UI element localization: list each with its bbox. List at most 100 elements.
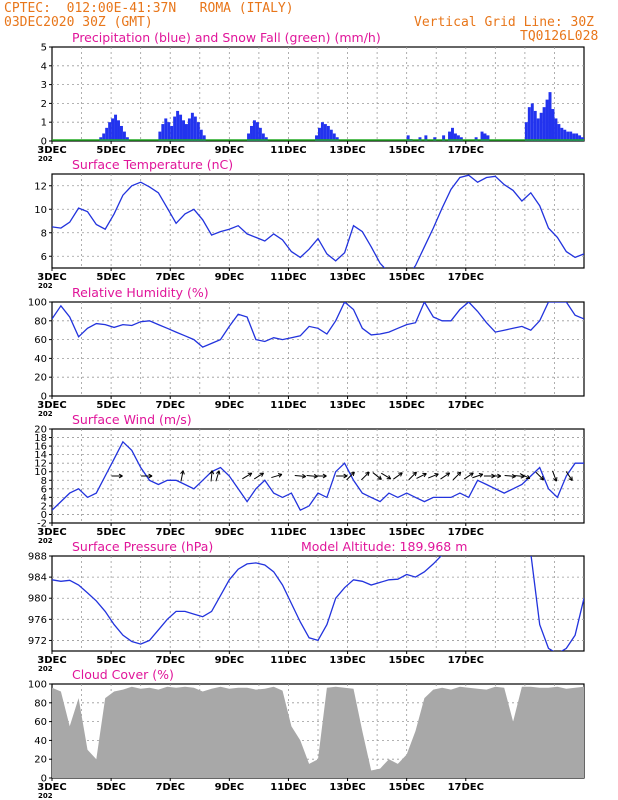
x-tick-label: 5DEC <box>96 527 125 538</box>
x-tick-label: 5DEC <box>96 400 125 411</box>
precip-bar <box>578 135 582 141</box>
x-tick-label: 3DEC <box>37 272 66 283</box>
x-tick-label: 15DEC <box>388 145 424 156</box>
x-tick-label: 5DEC <box>96 782 125 793</box>
x-tick-label: 3DEC <box>37 400 66 411</box>
y-tick-label: 12 <box>34 459 47 470</box>
header-date: 03DEC2020 30Z (GMT) <box>4 15 153 30</box>
precip-bar <box>554 118 558 141</box>
header-grid-note: Vertical Grid Line: 30Z <box>414 15 595 30</box>
wind-arrow <box>315 473 327 479</box>
wind-arrow <box>393 472 403 480</box>
y-tick-label: 6 <box>41 484 47 495</box>
y-tick-label: 60 <box>34 335 47 346</box>
precip-bar <box>196 122 200 141</box>
x-tick-label: 7DEC <box>156 782 185 793</box>
precip-bar <box>560 127 564 141</box>
precip-bar <box>202 135 206 141</box>
precip-bar <box>170 125 174 141</box>
precip-bar <box>318 127 321 141</box>
wind-arrow <box>463 472 474 480</box>
precip-bar <box>315 135 318 141</box>
y-tick-label: 988 <box>28 552 47 563</box>
precip-bar <box>451 127 454 141</box>
y-tick-label: 4 <box>41 493 47 504</box>
precip-bar <box>193 116 197 141</box>
panel-5: 972 976 980 984 988 3DEC 5DEC 7DEC 9DEC 11DEC 13DE… <box>28 539 585 673</box>
y-tick-label: 0 <box>41 392 47 403</box>
y-tick-label: 40 <box>34 736 47 747</box>
x-tick-label: 15DEC <box>388 782 424 793</box>
wind-arrow <box>209 470 215 482</box>
precip-bar <box>164 118 168 141</box>
x-tick-label: 9DEC <box>215 400 244 411</box>
precip-bar <box>105 127 109 141</box>
precip-bar <box>176 110 180 141</box>
precip-bar <box>122 131 126 141</box>
y-tick-label: 80 <box>34 698 47 709</box>
series-line <box>52 440 584 512</box>
precip-bar <box>114 114 118 141</box>
wind-arrow <box>489 473 502 479</box>
precip-bar <box>161 124 165 141</box>
panel-title: Precipitation (blue) and Snow Fall (gree… <box>72 30 381 45</box>
y-tick-label: 976 <box>28 615 47 626</box>
panel-2: 6 8 10 12 3DEC 5DEC 7DEC 9DEC 11DEC 13DEC 15DEC 17D… <box>34 157 585 290</box>
wind-arrow <box>427 472 439 479</box>
y-tick-label: 10 <box>34 205 47 216</box>
y-tick-label: 20 <box>34 425 47 436</box>
x-tick-label: 7DEC <box>156 272 185 283</box>
x-tick-label: 11DEC <box>270 400 306 411</box>
precip-bar <box>261 133 265 141</box>
y-tick-label: 8 <box>41 228 47 239</box>
x-tick-label: 11DEC <box>270 145 306 156</box>
series-line <box>52 302 584 348</box>
x-tick-label: 5DEC <box>96 272 125 283</box>
y-tick-label: 6 <box>41 252 47 263</box>
panel-title: Surface Temperature (nC) <box>72 157 233 172</box>
y-tick-label: 2 <box>41 99 47 110</box>
y-tick-label: 16 <box>34 442 47 453</box>
series-line <box>52 556 584 651</box>
x-tick-label: 13DEC <box>329 782 365 793</box>
wind-arrow <box>141 473 153 479</box>
panel-3: 0 20 40 60 80 100 3DEC 5DEC 7DEC 9DEC 11DEC 13DEC 15… <box>28 285 585 418</box>
x-tick-label: 5DEC <box>96 145 125 156</box>
precip-bar <box>252 120 256 141</box>
x-tick-label: 11DEC <box>270 655 306 666</box>
precip-bar <box>332 133 336 141</box>
y-tick-label: 18 <box>34 433 47 444</box>
panel-title: Surface Pressure (hPa) <box>72 539 213 554</box>
precip-bar <box>539 112 543 141</box>
precip-bar <box>581 137 584 141</box>
wind-arrow <box>253 472 264 480</box>
y-tick-label: 100 <box>28 680 47 691</box>
precip-bar <box>548 92 552 141</box>
cloud-area <box>52 686 584 778</box>
y-tick-label: 14 <box>34 450 47 461</box>
precip-bar <box>418 137 422 141</box>
y-tick-label: 0 <box>41 510 47 521</box>
wind-arrow <box>472 473 484 479</box>
x-tick-label: 7DEC <box>156 527 185 538</box>
precip-bar <box>187 118 191 141</box>
x-tick-label: 17DEC <box>448 272 484 283</box>
precip-bar <box>125 137 129 141</box>
precip-bar <box>572 133 576 141</box>
x-tick-label: 17DEC <box>448 655 484 666</box>
x-tick-label: 15DEC <box>388 400 424 411</box>
precip-bar <box>448 131 451 141</box>
x-tick-label: 17DEC <box>448 527 484 538</box>
wind-arrow <box>519 473 531 480</box>
precip-bar <box>542 107 546 141</box>
precip-bar <box>255 122 259 141</box>
precip-bar <box>108 122 112 141</box>
precip-bar <box>569 131 573 141</box>
x-tick-label: 5DEC <box>96 655 125 666</box>
x-tick-label: 13DEC <box>329 272 365 283</box>
x-tick-label: 9DEC <box>215 782 244 793</box>
precip-bar <box>530 103 534 141</box>
series-line <box>52 174 584 268</box>
x-tick-label: 15DEC <box>388 272 424 283</box>
